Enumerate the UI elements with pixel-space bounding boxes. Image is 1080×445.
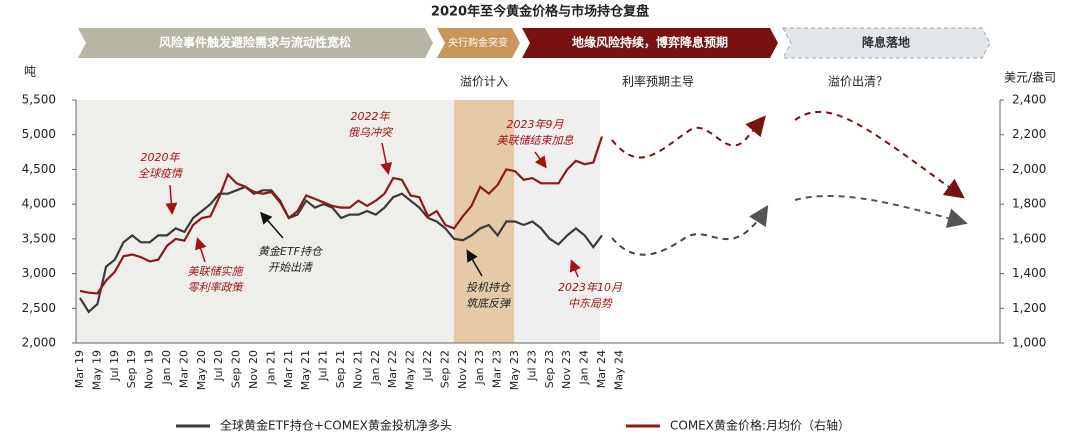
x-tick-label: Jul 23: [525, 350, 538, 382]
x-tick-label: Mar 22: [386, 350, 399, 388]
y2-tick-label: 1,200: [1012, 301, 1046, 315]
y-axis-label: 吨: [24, 65, 36, 79]
phase-label: 地缘风险持续，博弈降息预期: [572, 35, 728, 50]
y-tick-label: 5,000: [22, 127, 56, 141]
x-tick-label: May 19: [90, 350, 103, 390]
y2-tick-label: 2,200: [1012, 127, 1046, 141]
annotation: 2023年9月: [507, 118, 565, 131]
x-tick-label: May 22: [404, 350, 417, 390]
y2-tick-label: 1,400: [1012, 266, 1046, 280]
y2-tick-label: 1,000: [1012, 336, 1046, 350]
annotation: 俄乌冲突: [348, 126, 394, 139]
y-tick-label: 2,000: [22, 336, 56, 350]
annotation: 零利率政策: [188, 281, 245, 294]
x-tick-label: Jul 21: [317, 350, 330, 382]
annotation: 2023年10月: [558, 281, 623, 294]
x-tick-label: Mar 23: [491, 350, 504, 388]
x-tick-label: Jul 22: [421, 350, 434, 382]
annotation: 黄金ETF持仓: [258, 245, 323, 258]
annotation: 美联储结束加息: [497, 134, 574, 147]
phase-label: 降息落地: [862, 35, 910, 50]
x-tick-label: May 23: [508, 350, 521, 390]
forecast-arrows: [611, 110, 968, 256]
x-tick-label: Mar 24: [595, 350, 608, 388]
x-tick-label: Nov 23: [560, 350, 573, 389]
sub-label: 溢价计入: [460, 75, 508, 89]
sub-label: 利率预期主导: [622, 74, 694, 89]
y2-axis-label: 美元/盎司: [1004, 71, 1056, 85]
x-tick-label: Sep 22: [438, 350, 451, 388]
series-line: [79, 136, 604, 295]
phase-label: 央行购金突变: [448, 36, 508, 49]
x-tick-label: May 24: [612, 350, 625, 390]
x-tick-label: Mar 21: [282, 350, 295, 388]
sub-label: 溢价出清？: [828, 75, 888, 89]
annotation: 美联储实施: [188, 265, 245, 278]
x-tick-label: Jul 20: [212, 350, 225, 382]
annotation: 筑底反弹: [466, 297, 511, 310]
y-tick-label: 3,500: [22, 231, 56, 245]
legend-label: 全球黄金ETF持仓+COMEX黄金投机净多头: [220, 418, 452, 433]
y2-tick-label: 1,600: [1012, 231, 1046, 245]
x-tick-label: Nov 20: [247, 350, 260, 389]
x-tick-label: Jan 21: [264, 350, 277, 385]
x-tick-label: Jan 23: [473, 350, 486, 385]
y-tick-label: 4,500: [22, 162, 56, 176]
y-tick-label: 2,500: [22, 301, 56, 315]
annotation: 中东局势: [568, 297, 613, 310]
y2-tick-label: 2,400: [1012, 93, 1046, 107]
x-tick-label: Nov 19: [143, 350, 156, 389]
annotation: 2022年: [351, 110, 391, 123]
phase-label: 风险事件触发避险需求与流动性宽松: [159, 35, 351, 50]
x-tick-label: Sep 21: [334, 350, 347, 388]
series-line: [79, 185, 603, 314]
x-tick-label: Jan 24: [578, 350, 591, 385]
axes: [75, 100, 1001, 344]
x-tick-label: May 20: [195, 350, 208, 390]
x-tick-label: Mar 19: [73, 350, 86, 388]
annotation: 全球疫情: [138, 167, 184, 180]
y-tick-label: 4,000: [22, 197, 56, 211]
x-tick-label: Sep 23: [543, 350, 556, 388]
y-tick-label: 5,500: [22, 93, 56, 107]
y2-tick-label: 2,000: [1012, 162, 1046, 176]
y-tick-label: 3,000: [22, 266, 56, 280]
x-tick-label: Jan 22: [369, 350, 382, 385]
x-tick-label: Nov 21: [351, 350, 364, 389]
x-tick-label: Nov 22: [456, 350, 469, 389]
annotation: 2020年: [141, 151, 181, 164]
chart-title: 2020年至今黄金价格与市场持仓复盘: [431, 4, 649, 20]
x-tick-label: Sep 19: [125, 350, 138, 388]
x-tick-label: Mar 20: [177, 350, 190, 388]
y2-tick-label: 1,800: [1012, 197, 1046, 211]
x-tick-label: Sep 20: [230, 350, 243, 388]
annotation-arrows: [165, 142, 581, 278]
annotation: 开始出清: [268, 261, 314, 274]
annotation: 投机持仓: [466, 281, 511, 294]
phase-banners: [78, 27, 991, 59]
x-tick-label: Jul 19: [108, 350, 121, 382]
legend-label: COMEX黄金价格:月均价（右轴）: [670, 418, 850, 433]
x-tick-label: May 21: [299, 350, 312, 390]
x-tick-label: Jan 20: [160, 350, 173, 385]
background-shading: [76, 100, 600, 343]
